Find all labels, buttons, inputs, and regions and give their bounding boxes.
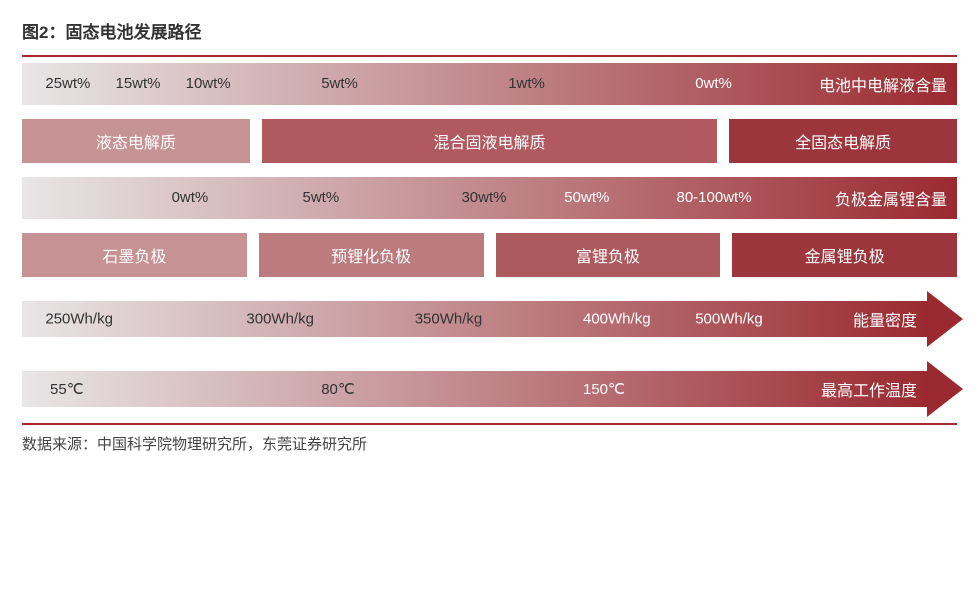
diagram-container: 电池中电解液含量 25wt% 15wt% 10wt% 5wt% 1wt% 0wt% 液态电…	[22, 63, 957, 417]
arrow-head-icon	[927, 361, 963, 417]
value-label: 150℃	[583, 380, 625, 398]
value-label: 500Wh/kg	[695, 311, 763, 328]
value-label: 10wt%	[186, 75, 231, 92]
value-label: 15wt%	[116, 75, 161, 92]
row-lithium-content: 负极金属锂含量 0wt% 5wt% 30wt% 50wt% 80-100wt%	[22, 177, 957, 219]
value-label: 300Wh/kg	[246, 311, 314, 328]
arrow-head-icon	[927, 291, 963, 347]
value-label: 80℃	[321, 380, 355, 398]
value-label: 55℃	[50, 380, 84, 398]
value-label: 5wt%	[321, 75, 358, 92]
source-text: 数据来源：中国科学院物理研究所，东莞证券研究所	[22, 433, 957, 454]
segment: 金属锂负极	[732, 233, 957, 277]
value-label: 25wt%	[45, 75, 90, 92]
row-max-temperature: 最高工作温度 55℃ 80℃ 150℃	[22, 361, 957, 417]
segment: 液态电解质	[22, 119, 250, 163]
row-end-label: 最高工作温度	[821, 377, 917, 401]
row-energy-density: 能量密度 250Wh/kg 300Wh/kg 350Wh/kg 400Wh/kg 500…	[22, 291, 957, 347]
value-label: 50wt%	[564, 189, 609, 206]
row-end-label: 负极金属锂含量	[835, 186, 947, 210]
divider-top	[22, 55, 957, 57]
divider-bottom	[22, 423, 957, 425]
row-electrolyte-content: 电池中电解液含量 25wt% 15wt% 10wt% 5wt% 1wt% 0wt%	[22, 63, 957, 105]
segment: 混合固液电解质	[262, 119, 718, 163]
arrow-body	[22, 371, 927, 407]
value-label: 30wt%	[461, 189, 506, 206]
row-end-label: 电池中电解液含量	[819, 72, 947, 96]
value-label: 80-100wt%	[677, 189, 752, 206]
gradient-bar	[22, 63, 957, 105]
row-end-label: 能量密度	[853, 307, 917, 331]
segment: 富锂负极	[496, 233, 721, 277]
row-electrolyte-type: 液态电解质混合固液电解质全固态电解质	[22, 119, 957, 163]
row-anode-type: 石墨负极预锂化负极富锂负极金属锂负极	[22, 233, 957, 277]
value-label: 5wt%	[303, 189, 340, 206]
segment: 石墨负极	[22, 233, 247, 277]
value-label: 1wt%	[508, 75, 545, 92]
value-label: 0wt%	[695, 75, 732, 92]
value-label: 250Wh/kg	[45, 311, 113, 328]
value-label: 350Wh/kg	[415, 311, 483, 328]
segment: 全固态电解质	[729, 119, 957, 163]
value-label: 400Wh/kg	[583, 311, 651, 328]
segment: 预锂化负极	[259, 233, 484, 277]
figure-title: 图2：固态电池发展路径	[22, 18, 957, 43]
value-label: 0wt%	[172, 189, 209, 206]
